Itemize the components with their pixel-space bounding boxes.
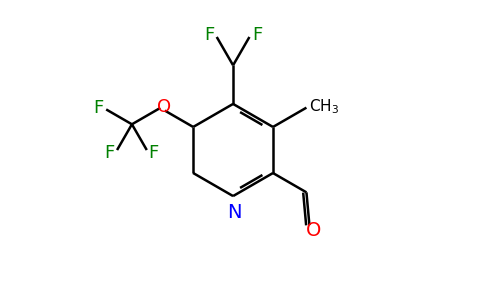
Text: CH$_3$: CH$_3$ xyxy=(309,97,340,116)
Text: F: F xyxy=(93,99,104,117)
Text: F: F xyxy=(204,26,214,44)
Text: O: O xyxy=(305,221,321,240)
Text: F: F xyxy=(105,144,115,162)
Text: F: F xyxy=(252,26,262,44)
Text: O: O xyxy=(157,98,171,116)
Text: F: F xyxy=(148,144,159,162)
Text: N: N xyxy=(227,203,242,223)
